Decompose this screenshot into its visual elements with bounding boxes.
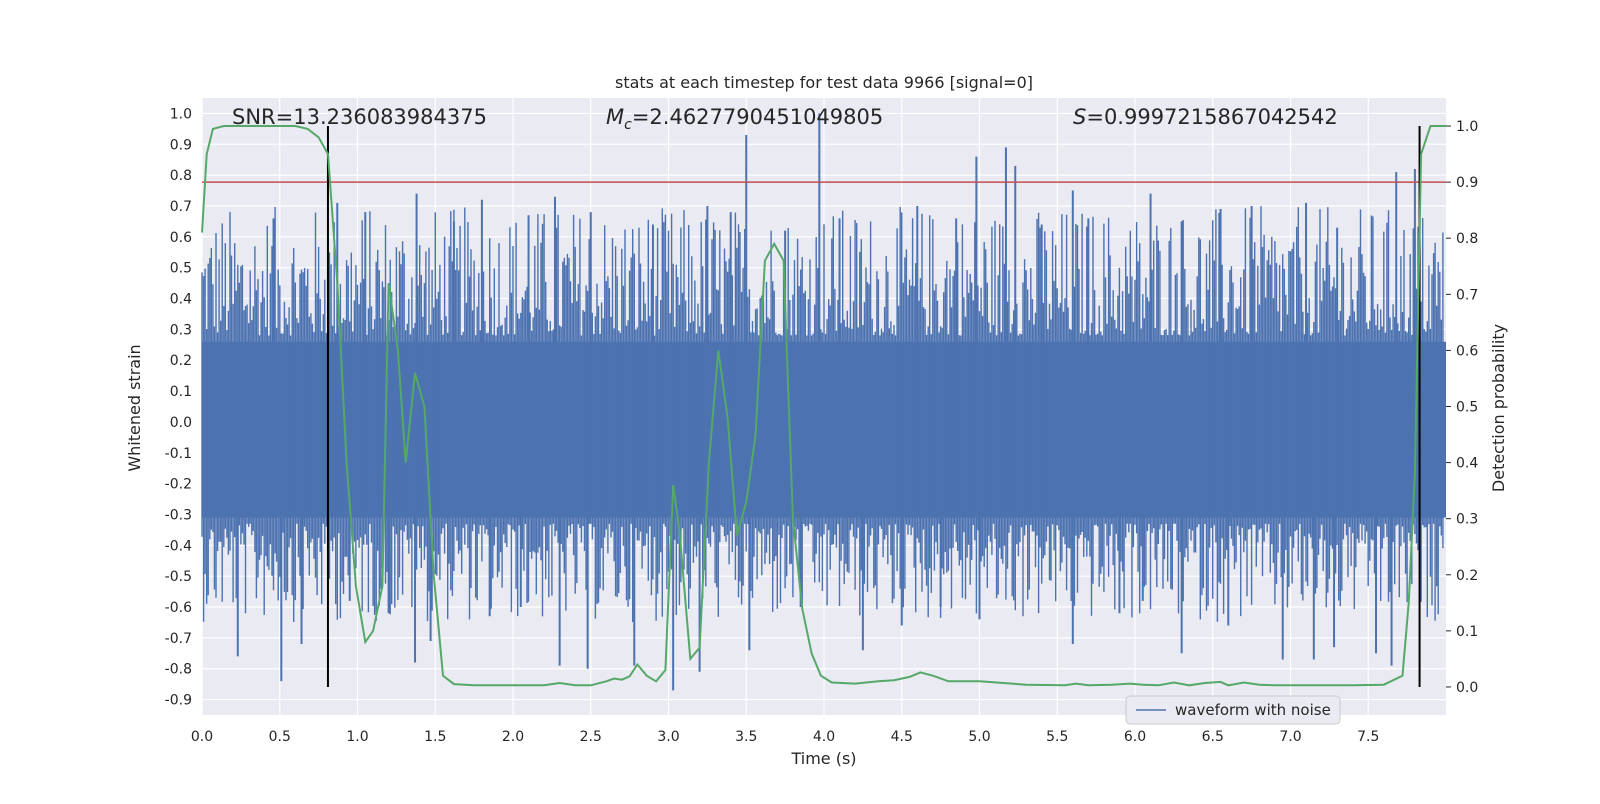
y2-tick-label: 0.3 xyxy=(1456,512,1478,528)
x-tick-label: 3.5 xyxy=(735,729,757,745)
x-tick-label: 4.5 xyxy=(891,729,913,745)
legend-label: waveform with noise xyxy=(1175,701,1331,719)
y-tick-label: 1.0 xyxy=(170,106,192,122)
y-tick-label: 0.4 xyxy=(170,292,192,308)
s-annotation: S=0.9997215867042542 xyxy=(1073,105,1338,129)
chart-title: stats at each timestep for test data 996… xyxy=(615,73,1033,92)
y2-tick-label: 0.6 xyxy=(1456,343,1478,359)
y-tick-label: 0.3 xyxy=(170,322,192,338)
y-tick-label: -0.7 xyxy=(165,631,192,647)
y-tick-label: -0.8 xyxy=(165,662,192,678)
y-tick-label: 0.5 xyxy=(170,261,192,277)
x-tick-label: 0.5 xyxy=(269,729,291,745)
y-tick-label: -0.9 xyxy=(165,693,192,709)
y-tick-label: 0.1 xyxy=(170,384,192,400)
y-tick-label: -0.6 xyxy=(165,600,192,616)
s-value: =0.9997215867042542 xyxy=(1086,105,1337,129)
legend-box xyxy=(1125,695,1341,725)
y2-tick-label: 0.8 xyxy=(1456,231,1478,247)
chirp-mass-value: =2.4627790451049805 xyxy=(632,105,883,129)
y2-axis-label: Detection probability xyxy=(1489,324,1508,492)
y-tick-label: -0.5 xyxy=(165,569,192,585)
x-tick-label: 1.0 xyxy=(346,729,368,745)
x-tick-label: 1.5 xyxy=(424,729,446,745)
y-tick-label: 0.6 xyxy=(170,230,192,246)
y-tick-label: 0.8 xyxy=(170,168,192,184)
chirp-mass-subscript: c xyxy=(624,117,632,133)
x-tick-label: 7.5 xyxy=(1357,729,1379,745)
y2-tick-label: 0.5 xyxy=(1456,400,1478,416)
x-tick-label: 2.0 xyxy=(502,729,524,745)
tick-labels: 0.0 0.5 1.0 1.5 2.0 2.5 3.0 3.5 4.0 4.5 5.0 5.5 6.0 6… xyxy=(165,106,1479,745)
probability-series xyxy=(201,125,1446,687)
y-tick-label: -0.4 xyxy=(165,538,192,554)
y2-tick-label: 0.1 xyxy=(1456,624,1478,640)
y-axis-label: Whitened strain xyxy=(125,344,144,471)
x-tick-label: 7.0 xyxy=(1279,729,1301,745)
x-tick-label: 5.0 xyxy=(968,729,990,745)
x-tick-label: 6.5 xyxy=(1202,729,1224,745)
snr-annotation: SNR=13.236083984375 xyxy=(232,105,487,129)
x-tick-label: 6.0 xyxy=(1124,729,1146,745)
x-axis-label: Time (s) xyxy=(790,749,856,768)
y2-tick-label: 0.4 xyxy=(1456,456,1478,472)
x-tick-label: 0.0 xyxy=(191,729,213,745)
probability-line xyxy=(201,125,1446,687)
y-tick-label: 0.7 xyxy=(170,199,192,215)
y2-tick-label: 0.7 xyxy=(1456,287,1478,303)
y-tick-label: -0.1 xyxy=(165,446,192,462)
y-tick-label: -0.2 xyxy=(165,477,192,493)
x-tick-label: 4.0 xyxy=(813,729,835,745)
chirp-mass-symbol: M xyxy=(606,105,624,129)
s-symbol: S xyxy=(1073,105,1086,129)
chirp-mass-annotation: Mc=2.4627790451049805 xyxy=(606,105,883,133)
y2-tick-label: 0.2 xyxy=(1456,568,1478,584)
y2-tick-label: 0.0 xyxy=(1456,680,1478,696)
y-tick-label: -0.3 xyxy=(165,507,192,523)
y2-tick-label: 0.9 xyxy=(1456,175,1478,191)
legend: waveform with noise xyxy=(1125,695,1341,725)
y-tick-label: 0.0 xyxy=(170,415,192,431)
x-tick-label: 3.0 xyxy=(657,729,679,745)
x-tick-label: 2.5 xyxy=(580,729,602,745)
y2-tick-label: 1.0 xyxy=(1456,119,1478,135)
x-tick-label: 5.5 xyxy=(1046,729,1068,745)
y-tick-label: 0.2 xyxy=(170,353,192,369)
y-tick-label: 0.9 xyxy=(170,137,192,153)
